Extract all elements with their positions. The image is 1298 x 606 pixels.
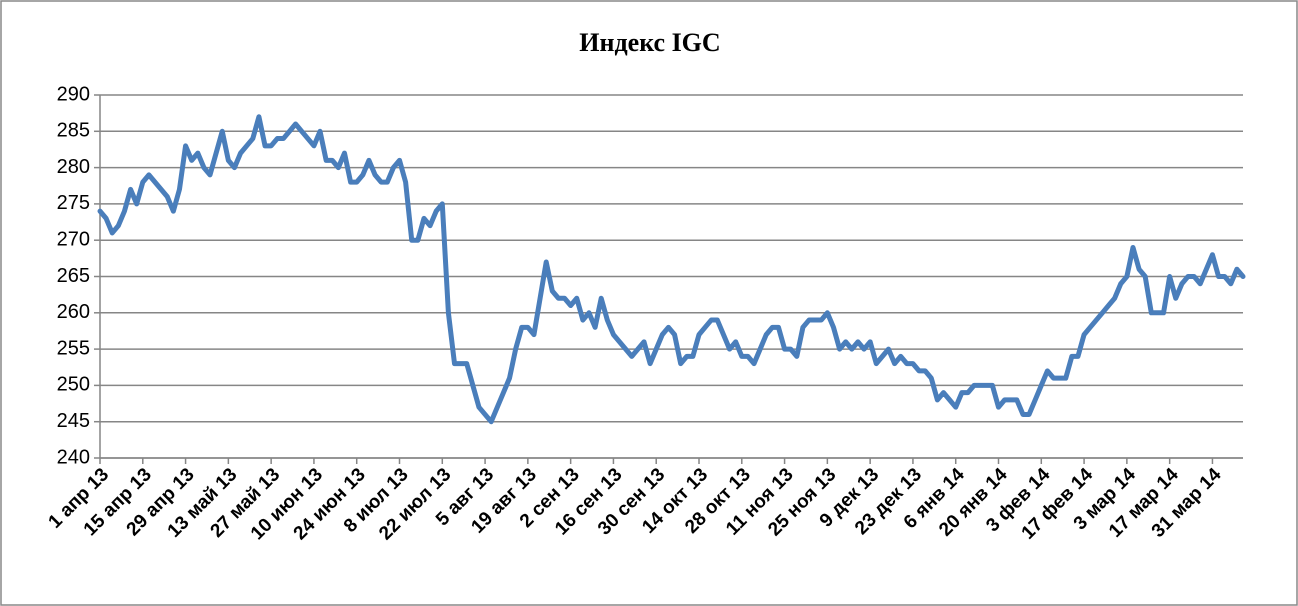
y-tick-label: 290	[57, 83, 90, 105]
chart-title: Индекс IGC	[579, 28, 720, 57]
data-line	[97, 114, 1246, 425]
y-tick-label: 280	[57, 156, 90, 178]
y-tick-label: 245	[57, 410, 90, 432]
y-tick-label: 250	[57, 374, 90, 396]
y-tick-label: 255	[57, 337, 90, 359]
y-tick-label: 240	[57, 446, 90, 468]
y-tick-label: 270	[57, 228, 90, 250]
y-tick-label: 275	[57, 192, 90, 214]
y-tick-label: 260	[57, 301, 90, 323]
y-tick-label: 285	[57, 120, 90, 142]
y-tick-label: 265	[57, 265, 90, 287]
